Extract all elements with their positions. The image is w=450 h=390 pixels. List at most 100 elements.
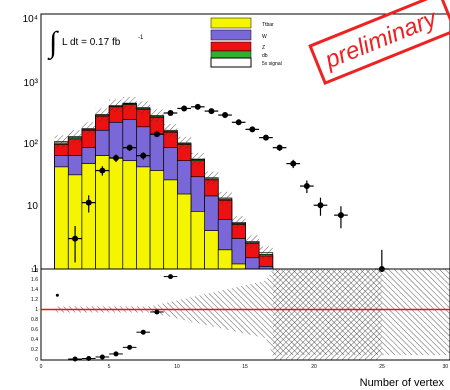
ratio-uncertainty-band bbox=[54, 269, 450, 355]
uncertainty-band bbox=[245, 235, 260, 248]
bar-ttbar bbox=[108, 157, 124, 270]
data-point bbox=[290, 160, 297, 167]
ratio-ytick-label: 1.2 bbox=[31, 297, 38, 303]
uncertainty-band bbox=[81, 122, 96, 135]
xtick-label: 0 bbox=[40, 364, 43, 370]
legend-swatch-ttbar bbox=[210, 17, 252, 29]
ytick-label: 1 bbox=[32, 264, 38, 275]
data-point bbox=[222, 112, 229, 119]
bar-ttbar bbox=[149, 170, 165, 270]
ratio-point bbox=[154, 309, 160, 315]
ratio-ytick-labels: 0 0.2 0.4 0.6 0.8 1 1.2 1.4 1.6 1.8 bbox=[31, 268, 38, 363]
legend-swatch-z bbox=[210, 41, 252, 52]
ratio-point bbox=[86, 355, 92, 361]
xtick-label: 25 bbox=[379, 364, 385, 370]
data-point bbox=[140, 152, 147, 159]
data-point bbox=[249, 126, 256, 133]
data-point bbox=[303, 183, 310, 190]
uncertainty-band bbox=[54, 135, 69, 148]
bar-ttbar bbox=[176, 193, 192, 270]
luminosity-label: L dt = 0.17 fb bbox=[62, 37, 121, 48]
xtick-label: 15 bbox=[242, 364, 248, 370]
ratio-ytick-label: 1 bbox=[35, 307, 38, 313]
ratio-plot-frame bbox=[40, 268, 450, 361]
luminosity-exponent: -1 bbox=[138, 35, 144, 41]
legend-label: Z bbox=[262, 45, 265, 51]
ratio-ytick-label: 0.2 bbox=[31, 347, 38, 353]
bar-ttbar bbox=[136, 166, 151, 270]
uncertainty-band bbox=[177, 136, 191, 150]
legend-label: 5x signal bbox=[262, 61, 282, 67]
uncertainty-band bbox=[190, 152, 205, 166]
legend-swatch-signal bbox=[210, 57, 252, 68]
ratio-ytick-label: 1.6 bbox=[31, 277, 38, 283]
ratio-point bbox=[127, 344, 133, 350]
bar-ttbar bbox=[163, 179, 178, 270]
uncertainty-band bbox=[136, 101, 151, 114]
data-point bbox=[112, 155, 119, 162]
data-point bbox=[181, 105, 188, 112]
ytick-label: 10 bbox=[27, 201, 39, 212]
uncertainty-band bbox=[68, 130, 82, 143]
uncertainty-band bbox=[231, 216, 246, 229]
ytick-label: 10⁴ bbox=[23, 14, 38, 25]
ratio-ytick-label: 0.6 bbox=[31, 327, 38, 333]
uncertainty-band bbox=[122, 96, 137, 110]
bar-ttbar bbox=[204, 230, 219, 270]
luminosity-integral: ∫ bbox=[47, 26, 59, 61]
bar-ttbar bbox=[217, 249, 233, 270]
ratio-ytick-label: 1.4 bbox=[31, 287, 38, 293]
watermark-text: preliminary bbox=[321, 4, 443, 74]
bar-w bbox=[245, 257, 260, 270]
xtick-label: 30 bbox=[442, 364, 448, 370]
legend: Ttbar W Z db 5x signal bbox=[210, 17, 282, 68]
uncertainty-band bbox=[109, 99, 123, 112]
bar-ttbar bbox=[190, 211, 205, 270]
ytick-label: 10² bbox=[24, 139, 39, 150]
uncertainty-band bbox=[204, 171, 219, 184]
bar-ttbar bbox=[81, 163, 96, 270]
bar-ttbar bbox=[122, 160, 137, 270]
uncertainty-band bbox=[163, 124, 178, 137]
bar-ttbar bbox=[54, 166, 69, 270]
ratio-point bbox=[55, 293, 59, 297]
uncertainty-band bbox=[259, 246, 273, 259]
legend-label: db bbox=[262, 53, 268, 59]
xtick-label: 10 bbox=[174, 364, 180, 370]
xtick-labels: 0 5 10 15 20 25 30 bbox=[40, 364, 449, 370]
legend-swatch-w bbox=[210, 29, 252, 41]
data-point bbox=[208, 108, 215, 115]
data-point bbox=[99, 167, 106, 174]
xtick-label: 20 bbox=[311, 364, 317, 370]
ratio-point bbox=[168, 274, 174, 280]
bar-ttbar bbox=[231, 263, 246, 270]
data-point bbox=[153, 131, 160, 138]
data-point bbox=[235, 119, 242, 126]
preliminary-watermark: preliminary bbox=[308, 0, 450, 86]
data-point bbox=[262, 134, 269, 141]
uncertainty-band bbox=[218, 191, 232, 205]
data-point bbox=[337, 212, 344, 219]
uncertainty-band bbox=[95, 108, 110, 121]
ratio-ytick-label: 0.4 bbox=[31, 337, 38, 343]
legend-label: W bbox=[262, 34, 267, 40]
data-point bbox=[276, 144, 283, 151]
x-axis-label: Number of vertex bbox=[360, 377, 445, 389]
data-point bbox=[72, 235, 79, 242]
data-point bbox=[126, 144, 133, 151]
legend-label: Ttbar bbox=[262, 22, 274, 28]
data-point bbox=[167, 109, 174, 116]
ratio-point bbox=[140, 329, 146, 335]
data-point bbox=[194, 103, 201, 110]
ratio-ytick-label: 0 bbox=[35, 357, 38, 363]
uncertainty-band bbox=[150, 109, 164, 122]
ytick-label: 10³ bbox=[24, 78, 39, 89]
xtick-label: 5 bbox=[108, 364, 111, 370]
data-point bbox=[317, 202, 324, 209]
ratio-dense-hatch bbox=[272, 269, 382, 360]
ratio-point bbox=[99, 354, 105, 360]
ratio-point bbox=[113, 351, 119, 357]
ratio-ytick-label: 0.8 bbox=[31, 317, 38, 323]
ratio-point bbox=[72, 356, 78, 362]
